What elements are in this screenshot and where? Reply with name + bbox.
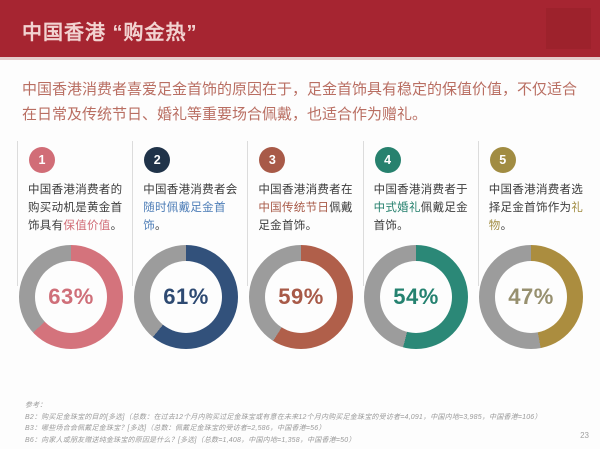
reason-highlight-4: 中式婚礼 xyxy=(373,201,421,214)
reason-text-1: 中国香港消费者的购买动机是黄金首饰具有保值价值。 xyxy=(28,184,123,232)
footnote-line-3: B3：哪些场合会佩戴足金珠宝？[多选]（总数：佩戴足金珠宝的受访者=2,586，… xyxy=(25,425,326,433)
reasons-row: 1 中国香港消费者的购买动机是黄金首饰具有保值价值。 2 中国香港消费者会随时佩… xyxy=(17,141,593,286)
reason-text-5: 中国香港消费者选择足金首饰作为礼物。 xyxy=(488,184,584,232)
page-number: 23 xyxy=(580,431,589,440)
reason-text-3: 中国香港消费者在中国传统节日佩戴足金首饰。 xyxy=(258,184,353,232)
intro-paragraph: 中国香港消费者喜爱足金首饰的原因在于，足金首饰具有稳定的保值价值，不仅适合在日常… xyxy=(22,81,578,123)
reason-text-4: 中国香港消费者于中式婚礼佩戴足金首饰。 xyxy=(373,184,468,232)
reason-column-5: 5 中国香港消费者选择足金首饰作为礼物。 xyxy=(477,141,593,286)
reason-column-2: 2 中国香港消费者会随时佩戴足金首饰。 xyxy=(132,141,247,286)
reason-highlight-3: 中国传统节日 xyxy=(258,201,330,214)
number-badge-2: 2 xyxy=(144,147,171,173)
donut-hole-5: 47% xyxy=(495,261,567,333)
footnote-line-1: 参考： xyxy=(25,402,47,409)
donut-hole-3: 59% xyxy=(265,261,337,333)
donut-value-3: 59% xyxy=(278,284,324,309)
footnote-line-2: B2：购买足金珠宝的目的[多选]（总数：在过去12个月内购买过足金珠宝或有意在未… xyxy=(25,413,542,421)
donut-value-5: 47% xyxy=(508,284,554,309)
donut-chart-5: 47% xyxy=(479,245,583,349)
donut-hole-2: 61% xyxy=(150,261,222,333)
header-bar: 中国香港 “购金热” xyxy=(0,0,600,60)
reason-column-1: 1 中国香港消费者的购买动机是黄金首饰具有保值价值。 xyxy=(17,141,132,286)
number-badge-1: 1 xyxy=(29,147,55,173)
page-title: 中国香港 “购金热” xyxy=(22,22,198,44)
reason-highlight-1: 保值价值 xyxy=(63,219,111,232)
number-badge-4: 4 xyxy=(374,147,401,173)
footnotes: 参考： B2：购买足金珠宝的目的[多选]（总数：在过去12个月内购买过足金珠宝或… xyxy=(25,400,542,446)
donut-chart-3: 59% xyxy=(249,245,353,349)
donut-value-1: 63% xyxy=(48,284,94,309)
reason-highlight-2: 随时佩戴足金首饰 xyxy=(143,201,226,232)
donut-hole-1: 63% xyxy=(35,261,107,333)
reason-column-3: 3 中国香港消费者在中国传统节日佩戴足金首饰。 xyxy=(247,141,362,286)
reason-column-4: 4 中国香港消费者于中式婚礼佩戴足金首饰。 xyxy=(362,141,478,286)
donut-value-4: 54% xyxy=(393,284,439,309)
number-badge-3: 3 xyxy=(259,147,286,173)
donut-chart-4: 54% xyxy=(364,245,468,349)
donut-chart-2: 61% xyxy=(134,245,238,349)
reason-text-2: 中国香港消费者会随时佩戴足金首饰。 xyxy=(143,184,238,232)
donut-chart-1: 63% xyxy=(19,245,123,349)
header-accent-square xyxy=(546,8,591,49)
donut-value-2: 61% xyxy=(163,284,209,309)
number-badge-5: 5 xyxy=(489,147,516,173)
footnote-line-4: B6：向家人或朋友赠送纯金珠宝的原因是什么？[多选]（总数=1,408，中国内地… xyxy=(25,436,356,444)
reason-highlight-5: 礼物 xyxy=(488,201,584,232)
donut-hole-4: 54% xyxy=(380,261,452,333)
